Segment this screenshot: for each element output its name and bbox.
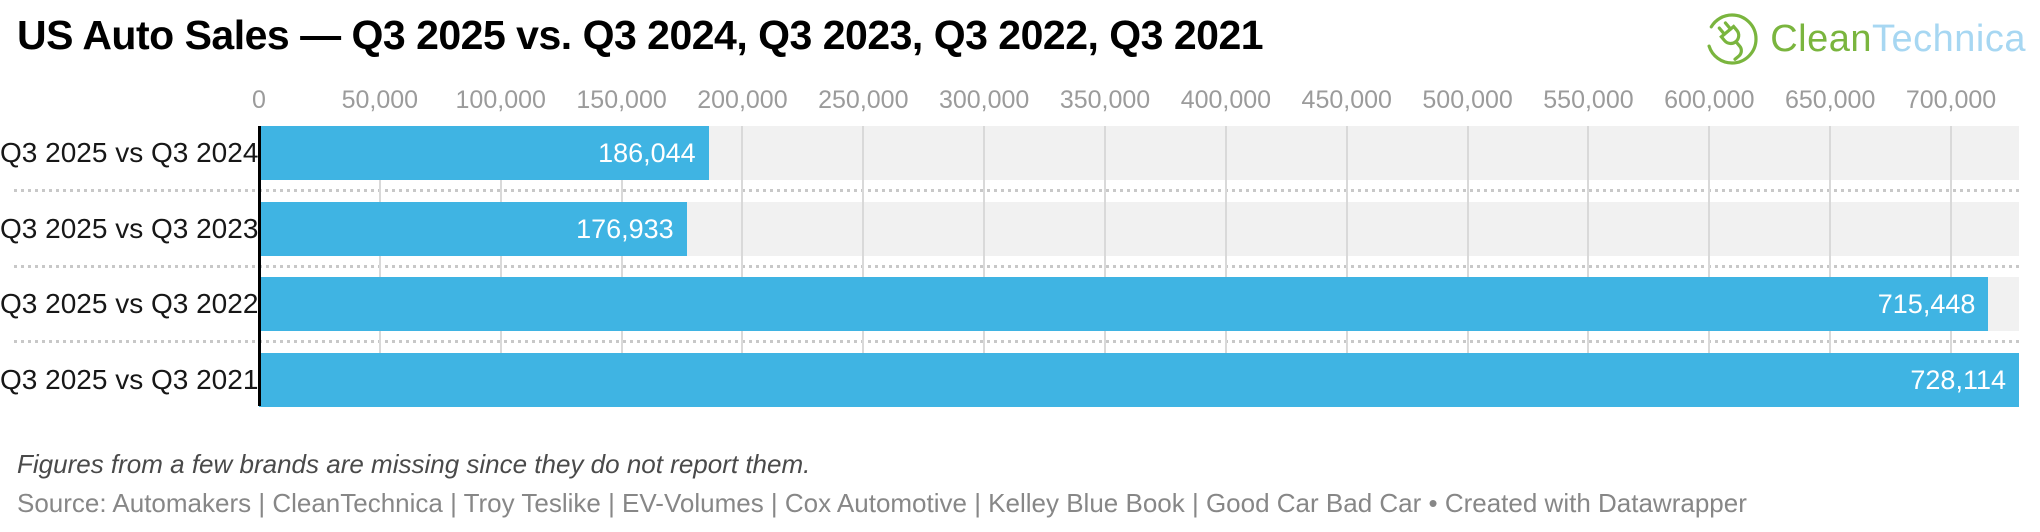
x-axis-tick-label: 250,000 — [818, 86, 909, 114]
row-label: Q3 2025 vs Q3 2024 — [0, 137, 259, 168]
logo-text-technica: Technica — [1872, 17, 2026, 60]
gridline — [499, 126, 502, 406]
row-label: Q3 2025 vs Q3 2023 — [0, 212, 259, 244]
bar-value-label: 728,114 — [1910, 364, 2006, 395]
gridline — [1466, 126, 1469, 406]
gridline — [1829, 126, 1832, 406]
logo-text-clean: Clean — [1770, 17, 1873, 60]
row-separator — [14, 264, 2019, 268]
x-axis-tick-label: 350,000 — [1059, 86, 1151, 114]
gridline — [378, 126, 381, 406]
bar: 186,044 — [259, 126, 709, 180]
row-label: Q3 2025 vs Q3 2022 — [0, 288, 259, 319]
bar: 715,448 — [259, 277, 1989, 331]
plug-icon — [1706, 13, 1758, 65]
gridline — [1224, 126, 1227, 406]
row-separator — [14, 189, 2019, 193]
x-axis-tick-label: 200,000 — [697, 86, 788, 114]
row-label: Q3 2025 vs Q3 2021 — [0, 363, 259, 395]
x-axis-tick-label: 150,000 — [576, 86, 667, 114]
bar: 176,933 — [259, 201, 687, 256]
x-axis-tick-label: 550,000 — [1543, 86, 1634, 114]
x-axis-tick-label: 400,000 — [1180, 86, 1272, 114]
gridline — [862, 126, 865, 406]
bar: 728,114 — [259, 352, 2019, 407]
gridline — [1587, 126, 1590, 406]
gridline — [983, 126, 986, 406]
gridline — [741, 126, 744, 406]
x-axis-tick-label: 650,000 — [1784, 86, 1876, 114]
x-axis: 0 50,000 100,000 150,000 200,000 250,000 300,0… — [252, 86, 2019, 114]
bar-value-label: 715,448 — [1877, 289, 1976, 319]
bar-value-label: 186,044 — [598, 138, 696, 168]
x-axis-tick-label: 450,000 — [1301, 86, 1392, 114]
axis-baseline — [258, 126, 261, 406]
footnote: Figures from a few brands are missing si… — [17, 449, 811, 479]
row-separator — [14, 340, 2019, 344]
logo-text: CleanTechnica — [1770, 18, 2026, 61]
cleantechnica-logo: CleanTechnica — [1703, 8, 2026, 70]
gridline — [620, 126, 623, 406]
x-axis-tick-label: 300,000 — [938, 86, 1030, 114]
gridline — [1345, 126, 1348, 406]
x-axis-tick-label: 500,000 — [1422, 86, 1513, 114]
page-title: US Auto Sales — Q3 2025 vs. Q3 2024, Q3 … — [17, 12, 1264, 58]
gridline — [1950, 126, 1953, 406]
bar-value-label: 176,933 — [576, 213, 674, 244]
x-axis-tick-label: 0 — [252, 86, 266, 114]
plot-area: 186,044 176,933 715,448 728,114 — [258, 126, 2019, 407]
source-line: Source: Automakers | CleanTechnica | Tro… — [17, 488, 1747, 518]
gridline — [1104, 126, 1107, 406]
gridline — [1708, 126, 1711, 406]
x-axis-tick-label: 600,000 — [1664, 86, 1755, 114]
x-axis-tick-label: 50,000 — [341, 86, 419, 114]
x-axis-tick-label: 700,000 — [1905, 86, 1997, 114]
x-axis-tick-label: 100,000 — [455, 86, 546, 114]
